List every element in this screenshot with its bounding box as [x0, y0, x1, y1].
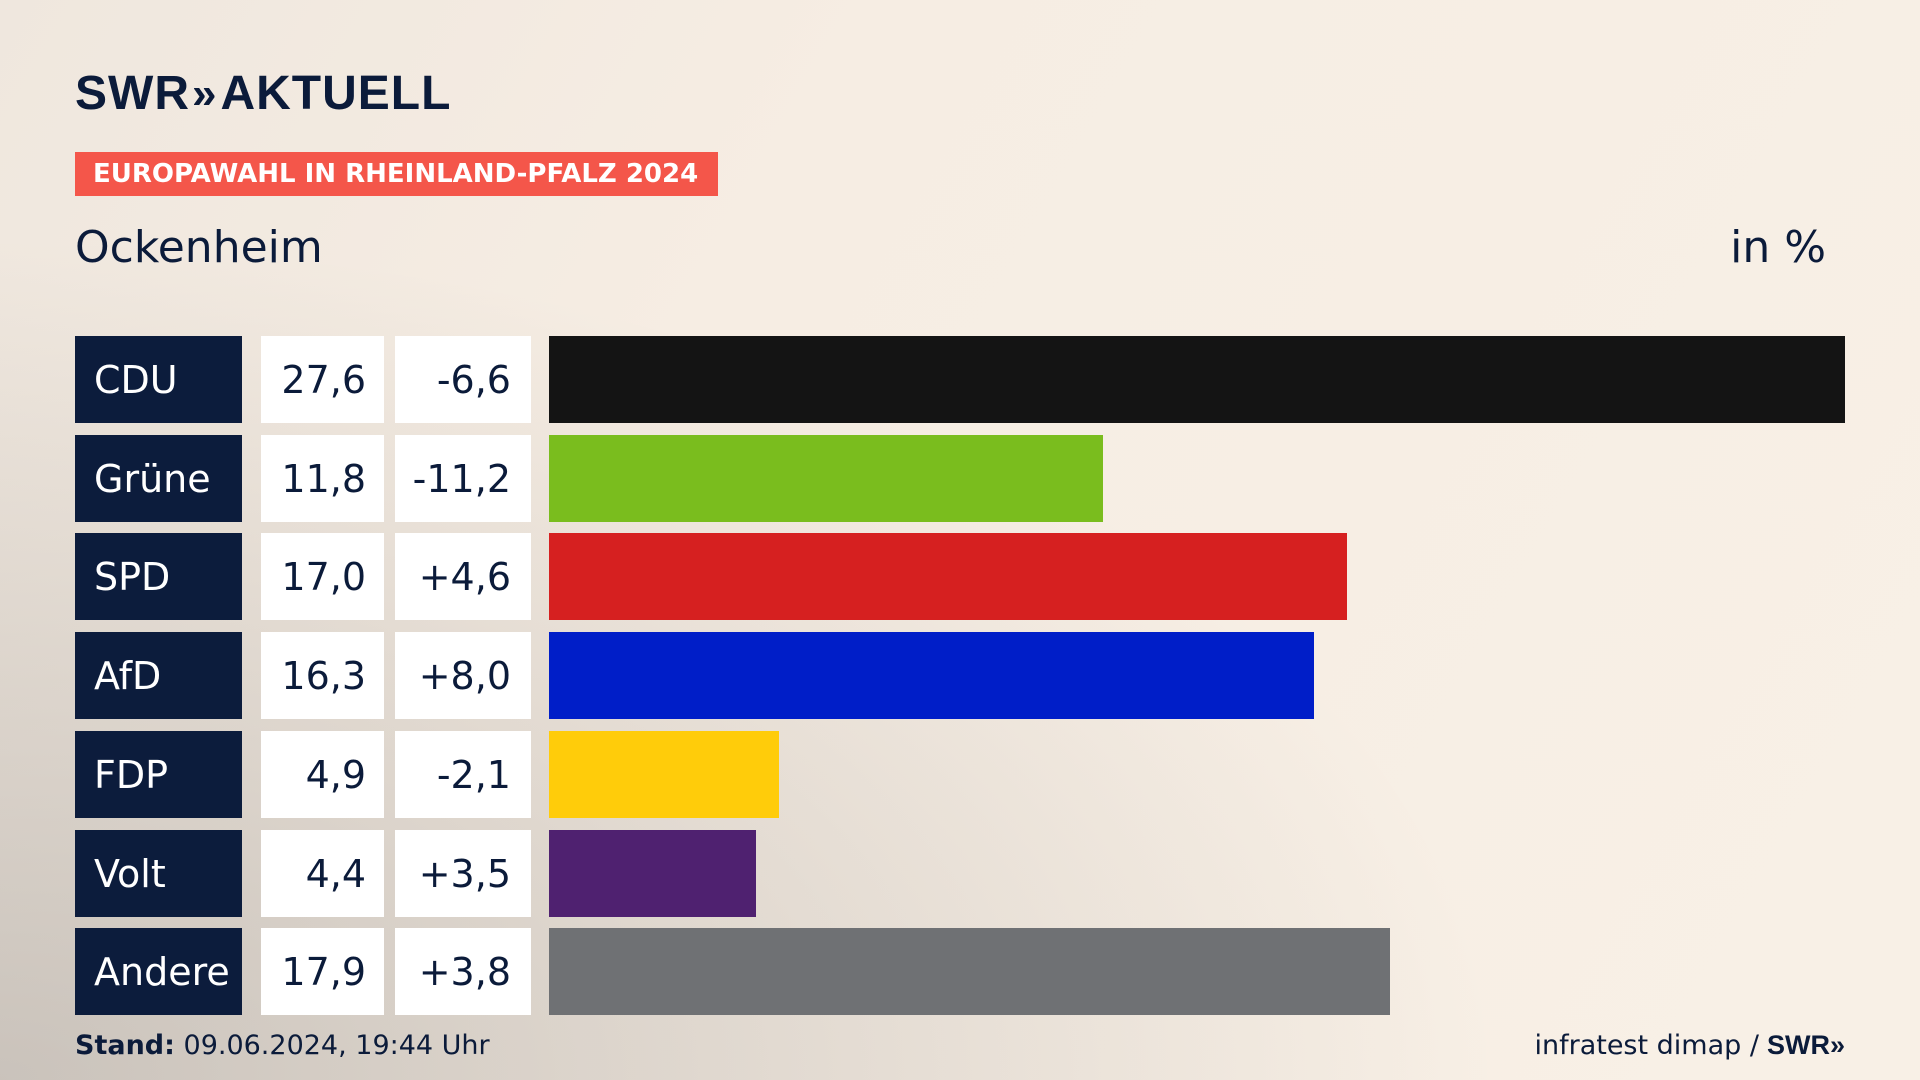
change-label: +4,6	[395, 533, 531, 620]
result-bar	[549, 632, 1314, 719]
change-label: +8,0	[395, 632, 531, 719]
result-bar	[549, 435, 1103, 522]
change-label: -11,2	[395, 435, 531, 522]
timestamp: Stand: 09.06.2024, 19:44 Uhr	[75, 1030, 490, 1061]
change-label: +3,5	[395, 830, 531, 917]
unit-label: in %	[1730, 222, 1826, 273]
vote-share-label: 17,0	[261, 533, 384, 620]
party-label: Andere	[75, 928, 242, 1015]
party-label: AfD	[75, 632, 242, 719]
stand-value: 09.06.2024, 19:44 Uhr	[183, 1030, 490, 1061]
vote-share-label: 4,4	[261, 830, 384, 917]
vote-share-label: 17,9	[261, 928, 384, 1015]
change-label: -2,1	[395, 731, 531, 818]
source-credit: infratest dimap / SWR»	[1534, 1030, 1845, 1061]
logo-swr: SWR	[75, 67, 190, 120]
vote-share-label: 16,3	[261, 632, 384, 719]
vote-share-label: 27,6	[261, 336, 384, 423]
logo-aktuell: AKTUELL	[220, 67, 452, 120]
party-label: FDP	[75, 731, 242, 818]
stand-label: Stand:	[75, 1030, 175, 1061]
result-bar	[549, 830, 756, 917]
change-label: +3,8	[395, 928, 531, 1015]
result-bar	[549, 336, 1845, 423]
party-label: SPD	[75, 533, 242, 620]
region-title: Ockenheim	[75, 222, 323, 273]
source-text: infratest dimap /	[1534, 1030, 1759, 1061]
election-tag: EUROPAWAHL IN RHEINLAND-PFALZ 2024	[75, 152, 719, 196]
vote-share-label: 11,8	[261, 435, 384, 522]
result-bar	[549, 928, 1390, 1015]
result-bar	[549, 731, 779, 818]
party-label: Volt	[75, 830, 242, 917]
result-bar	[549, 533, 1347, 620]
logo-chevron-icon: »	[191, 68, 217, 118]
vote-share-label: 4,9	[261, 731, 384, 818]
party-label: CDU	[75, 336, 242, 423]
party-label: Grüne	[75, 435, 242, 522]
change-label: -6,6	[395, 336, 531, 423]
source-swr-logo: SWR»	[1766, 1030, 1845, 1060]
swr-aktuell-logo: SWR » AKTUELL	[75, 66, 451, 121]
